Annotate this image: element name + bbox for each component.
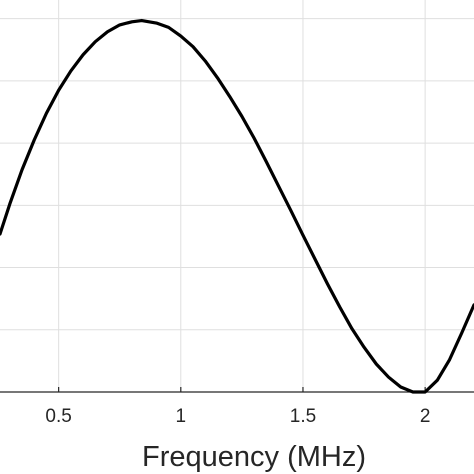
x-tick-label: 2: [420, 406, 431, 427]
x-tick-label: 1: [176, 406, 187, 427]
grid: [0, 0, 474, 392]
series-line: [0, 18, 474, 394]
x-tick-label: 0.5: [45, 406, 71, 427]
axes: [0, 387, 474, 393]
x-axis-title: Frequency (MHz): [142, 441, 366, 473]
x-tick-label: 1.5: [290, 406, 316, 427]
series-layer: [0, 18, 474, 394]
x-tick-labels: 0.5 1 1.5 2: [45, 406, 430, 427]
